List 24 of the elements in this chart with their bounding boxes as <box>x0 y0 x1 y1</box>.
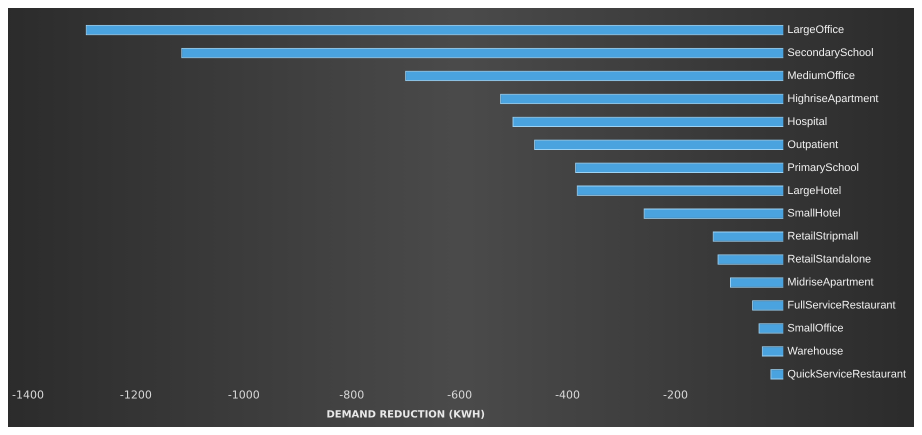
y-tick-label: SmallOffice <box>787 322 844 334</box>
x-tick-label: -1200 <box>120 388 152 402</box>
y-tick-label: RetailStandalone <box>787 254 872 266</box>
y-tick-label: Outpatient <box>787 138 838 151</box>
y-tick-label: SmallHotel <box>787 208 841 220</box>
x-tick-label: -800 <box>339 388 364 402</box>
y-tick-label: MediumOffice <box>787 70 856 82</box>
y-tick-label: QuickServiceRestaurant <box>787 368 906 380</box>
y-tick-label: SecondarySchool <box>787 47 874 60</box>
x-tick-label: -600 <box>447 388 472 402</box>
y-tick-label: PrimarySchool <box>787 162 859 174</box>
x-tick-label: -1400 <box>12 388 44 402</box>
x-tick-label: -1000 <box>228 388 260 402</box>
y-tick-label: HighriseApartment <box>787 92 878 105</box>
y-tick-label: MidriseApartment <box>787 276 874 289</box>
y-tick-label: Warehouse <box>787 345 844 358</box>
x-tick-label: -400 <box>555 388 580 402</box>
y-tick-label: LargeHotel <box>787 184 842 197</box>
y-tick-label: RetailStripmall <box>787 230 858 243</box>
y-tick-label: LargeOffice <box>787 24 844 36</box>
y-tick-label: Hospital <box>787 116 828 128</box>
y-tick-label: FullServiceRestaurant <box>787 300 896 312</box>
x-tick-label: -200 <box>662 388 688 402</box>
x-axis-title: DEMAND REDUCTION (KWH) <box>326 410 485 421</box>
